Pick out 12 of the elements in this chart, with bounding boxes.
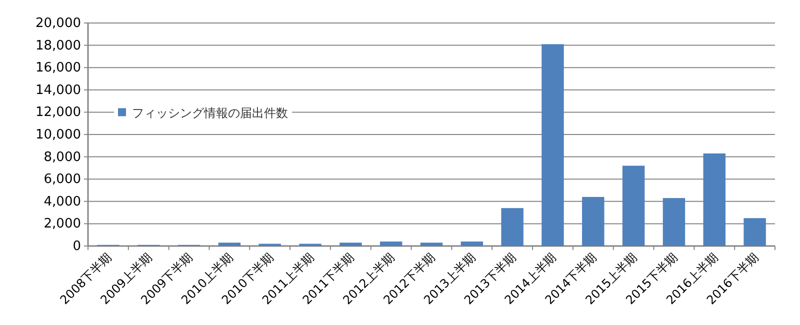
y-tick-label: 20,000: [36, 16, 81, 31]
legend-label: フィッシング情報の届出件数: [132, 106, 288, 120]
y-tick-label: 4,000: [44, 194, 81, 210]
y-tick-label: 6,000: [44, 172, 81, 188]
y-tick-label: 2,000: [44, 216, 81, 232]
y-tick-label: 8,000: [44, 150, 81, 165]
y-tick-label: 10,000: [36, 128, 81, 142]
y-tick-label: 18,000: [36, 38, 81, 54]
y-tick-label: 16,000: [36, 60, 81, 76]
y-tick-label: 14,000: [36, 82, 81, 98]
y-tick-label: 12,000: [36, 105, 81, 120]
y-tick-label: 0: [72, 239, 81, 254]
